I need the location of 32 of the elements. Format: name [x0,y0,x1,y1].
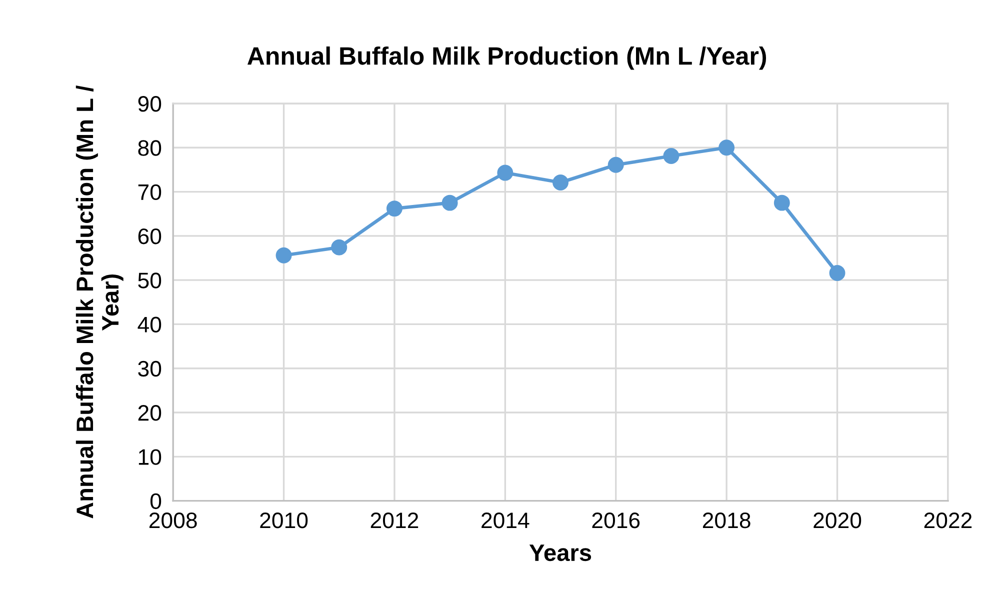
point [608,156,624,173]
y-tick-label: 30 [138,360,162,377]
chart-title: Annual Buffalo Milk Production (Mn L /Year) [247,46,766,70]
x-tick-label: 2016 [592,512,640,528]
y-tick-label: 40 [138,316,162,332]
point [774,194,790,211]
x-tick-label: 2018 [702,512,750,528]
y-tick-label: 60 [138,228,162,244]
point [497,164,514,181]
y-tick-label: 50 [138,272,162,288]
y-tick-label: 0 [150,493,162,510]
point [331,239,348,256]
x-tick-label: 2010 [260,512,308,528]
x-tick-label: 2020 [814,512,862,528]
y-tick-label: 80 [138,140,162,156]
y-tick-label: 70 [138,184,162,200]
point [718,140,735,156]
y-tick-label: 20 [138,405,162,421]
x-tick-label: 2014 [482,512,530,528]
x-tick-label: 2012 [370,512,418,528]
point [442,194,458,211]
y-tick-label: 10 [138,449,162,465]
y-axis-title: Annual Buffalo Milk Production (Mn L / Year) [76,86,124,518]
point [276,247,292,264]
point [386,200,402,217]
x-axis-title: Years [529,544,592,562]
x-tick-label: 2008 [149,512,197,528]
point [829,265,846,281]
point [552,174,568,190]
point [663,148,680,164]
x-tick-label: 2022 [924,512,972,528]
y-tick-label: 90 [138,96,162,112]
